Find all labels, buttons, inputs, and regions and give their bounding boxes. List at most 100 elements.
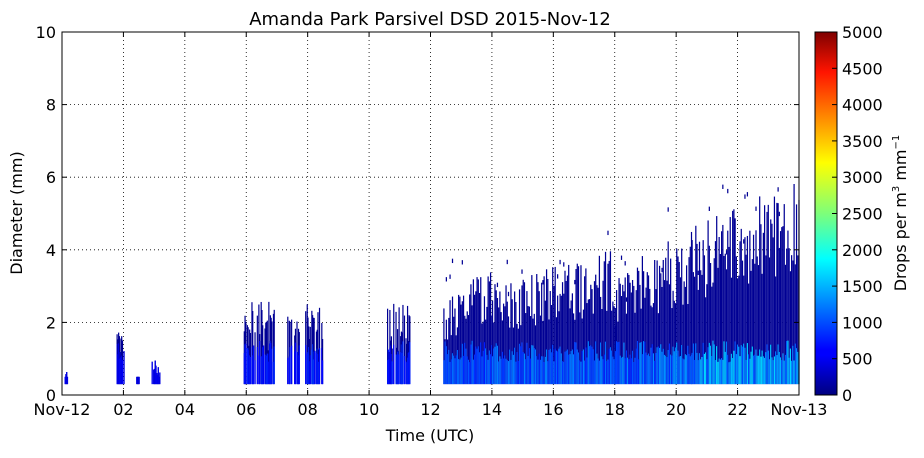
heatmap-core	[565, 350, 567, 385]
heatmap-column	[596, 285, 598, 385]
heatmap-column	[787, 230, 789, 385]
heatmap-column	[318, 307, 321, 385]
heatmap-column	[577, 266, 580, 385]
heatmap-column	[569, 308, 571, 385]
heatmap-column	[505, 285, 507, 385]
heatmap-core	[791, 360, 793, 385]
heatmap-column	[732, 210, 734, 385]
colorbar-tick-label: 5000	[842, 23, 883, 42]
heatmap-core	[575, 342, 577, 385]
heatmap-column	[757, 265, 760, 385]
x-tick-label: 12	[420, 400, 440, 419]
heatmap-column	[672, 290, 674, 385]
colorbar-tick-label: 2000	[842, 241, 883, 260]
heatmap-core	[558, 348, 560, 385]
heatmap-core	[587, 341, 589, 385]
heatmap-column	[750, 270, 752, 385]
heatmap-column	[647, 275, 650, 385]
heatmap-core	[265, 354, 267, 385]
heatmap-core	[449, 361, 451, 385]
heatmap-core	[154, 360, 156, 385]
heatmap-pixel	[461, 260, 463, 265]
heatmap-core	[768, 359, 771, 385]
heatmap-column	[514, 291, 516, 385]
heatmap-core	[488, 350, 490, 385]
heatmap-core	[754, 354, 756, 385]
heatmap-core	[387, 349, 389, 385]
heatmap-core	[259, 340, 261, 385]
heatmap-column	[696, 243, 698, 385]
heatmap-core	[688, 353, 690, 385]
heatmap-column	[771, 223, 773, 385]
heatmap-column	[604, 251, 607, 385]
heatmap-core	[500, 358, 502, 385]
heatmap-core	[700, 359, 702, 385]
heatmap-column	[469, 294, 471, 385]
heatmap-core	[534, 349, 537, 385]
heatmap-pixel	[697, 270, 699, 276]
heatmap-core	[159, 372, 161, 385]
heatmap-column	[685, 265, 688, 385]
heatmap-column	[307, 317, 309, 385]
heatmap-column	[563, 293, 565, 385]
heatmap-core	[297, 352, 299, 385]
heatmap-column	[525, 313, 527, 385]
heatmap-core	[576, 349, 578, 385]
heatmap-column	[718, 236, 720, 385]
heatmap-core	[735, 354, 737, 385]
heatmap-column	[662, 259, 664, 385]
heatmap-column	[681, 248, 683, 385]
heatmap-core	[756, 355, 758, 385]
heatmap-core	[722, 359, 724, 385]
heatmap-column	[449, 300, 451, 385]
heatmap-pixel	[542, 280, 544, 285]
colorbar-label: Drops per m3 mm−1	[891, 135, 910, 292]
heatmap-column	[678, 262, 680, 385]
heatmap-core	[612, 356, 614, 385]
heatmap-pixel	[661, 267, 663, 273]
heatmap-core	[595, 341, 597, 385]
heatmap-core	[591, 346, 593, 385]
heatmap-column	[265, 321, 268, 385]
heatmap-column	[559, 293, 561, 385]
heatmap-column	[752, 234, 755, 385]
heatmap-column	[779, 231, 782, 385]
heatmap-core	[545, 349, 548, 385]
heatmap-core	[585, 347, 587, 385]
heatmap-core	[604, 341, 607, 385]
heatmap-column	[462, 295, 465, 385]
heatmap-core	[474, 354, 476, 385]
heatmap-core	[486, 354, 488, 385]
heatmap-column	[576, 263, 578, 385]
heatmap-core	[256, 347, 258, 385]
heatmap-core	[464, 342, 466, 385]
heatmap-core	[252, 355, 254, 385]
heatmap-core	[619, 355, 621, 385]
heatmap-column	[611, 310, 613, 385]
heatmap-column	[719, 253, 722, 385]
heatmap-column	[765, 255, 767, 385]
heatmap-column	[510, 283, 512, 385]
heatmap-core	[297, 355, 300, 385]
heatmap-core	[521, 342, 523, 385]
heatmap-core	[533, 348, 535, 385]
heatmap-core	[445, 346, 447, 385]
heatmap-core	[679, 356, 682, 385]
heatmap-core	[620, 357, 623, 385]
heatmap-column	[745, 254, 747, 385]
heatmap-core	[258, 355, 260, 385]
heatmap-core	[661, 351, 663, 385]
heatmap-core	[136, 376, 138, 385]
heatmap-core	[600, 342, 602, 385]
heatmap-core	[496, 345, 499, 385]
heatmap-core	[783, 360, 785, 385]
heatmap-pixel	[725, 250, 728, 255]
heatmap-core	[311, 349, 313, 385]
heatmap-column	[541, 282, 543, 385]
heatmap-column	[713, 258, 715, 385]
heatmap-core	[635, 348, 637, 385]
heatmap-column	[723, 255, 725, 385]
heatmap-column	[543, 276, 545, 385]
heatmap-column	[724, 253, 726, 385]
y-axis-label: Diameter (mm)	[7, 151, 26, 274]
